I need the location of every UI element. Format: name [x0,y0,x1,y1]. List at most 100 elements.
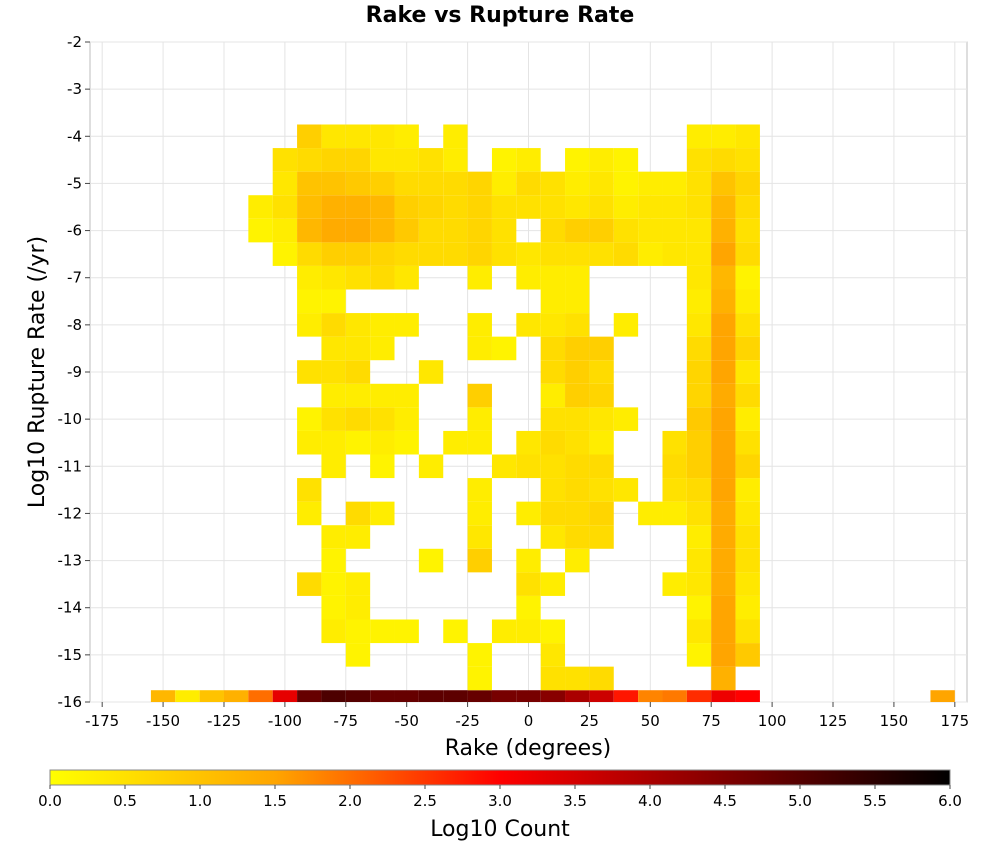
heatmap-cell [443,242,468,266]
heatmap-cell [516,265,541,290]
heatmap-cell [443,430,468,455]
heatmap-cell [686,548,712,573]
heatmap-cell [613,171,639,196]
heatmap-cell [686,195,712,219]
heatmap-cell [589,148,614,172]
heatmap-cell [686,218,712,243]
y-tick-label: -13 [58,552,83,570]
x-tick-label: 175 [940,712,969,730]
heatmap-cell [297,360,322,384]
heatmap-cell [686,360,712,384]
heatmap-cell [638,501,663,526]
heatmap-cell [565,548,590,573]
y-tick-label: -6 [67,222,82,240]
heatmap-cell [321,619,346,644]
heatmap-cell [297,171,322,196]
heatmap-cell [491,218,517,243]
heatmap-cell [686,595,712,620]
heatmap-cell [565,360,590,384]
heatmap-cell [686,525,712,549]
heatmap-cell [711,548,736,573]
heatmap-cell [662,478,687,502]
heatmap-cell [321,430,346,455]
heatmap-cell [321,242,346,266]
heatmap-cell [370,195,395,219]
heatmap-cell [735,548,760,573]
heatmap-cell [491,171,517,196]
heatmap-cell [370,454,395,479]
heatmap-cell [272,195,298,219]
heatmap-cell [686,148,712,172]
heatmap-cell [735,360,760,384]
heatmap-cell [370,218,395,243]
heatmap-cell [711,407,736,431]
heatmap-cell [370,407,395,431]
heatmap-cell [467,643,492,667]
heatmap-cell [638,242,663,266]
heatmap-cell [735,289,760,314]
heatmap-cell [321,383,346,408]
heatmap-cell [589,383,614,408]
heatmap-cell [662,242,687,266]
heatmap-cell [589,360,614,384]
heatmap-cell [418,171,444,196]
heatmap-cell [565,501,590,526]
heatmap-cell [345,242,371,266]
y-tick-label: -2 [67,33,82,51]
heatmap-cell [735,124,760,149]
heatmap-cell [711,218,736,243]
x-tick-label: -175 [85,712,119,730]
heatmap-cell [613,195,639,219]
heatmap-cell [589,525,614,549]
heatmap-cell [735,383,760,408]
colorbar-tick-label: 5.0 [788,792,812,810]
heatmap-cell [321,690,346,702]
heatmap-cell [540,572,566,596]
heatmap-cell [540,265,566,290]
x-tick-label: 50 [641,712,660,730]
heatmap-cell [589,454,614,479]
heatmap-cell [297,690,322,702]
heatmap-cell [370,171,395,196]
heatmap-cell [370,242,395,266]
x-tick-label: 100 [758,712,787,730]
heatmap-cell [370,501,395,526]
heatmap-cell [223,690,249,702]
heatmap-cell [565,454,590,479]
heatmap-cell [540,313,566,337]
heatmap-cell [589,171,614,196]
heatmap-cell [345,572,371,596]
y-tick-label: -5 [67,174,82,192]
heatmap-cell [370,148,395,172]
colorbar-tick-label: 6.0 [938,792,962,810]
heatmap-cell [297,289,322,314]
heatmap-cell [735,454,760,479]
heatmap-cell [638,218,663,243]
heatmap-cell [735,313,760,337]
heatmap-cell [297,572,322,596]
heatmap-cell [711,242,736,266]
heatmap-cell [540,195,566,219]
heatmap-cell [394,430,419,455]
heatmap-cell [711,643,736,667]
heatmap-cell [491,454,517,479]
heatmap-cell [540,619,566,644]
heatmap-cell [686,501,712,526]
colorbar-tick-label: 3.0 [488,792,512,810]
heatmap-cell [735,218,760,243]
heatmap-cell [491,242,517,266]
x-tick-label: 125 [819,712,848,730]
heatmap-cell [589,336,614,361]
heatmap-cell [565,666,590,691]
heatmap-cell [516,501,541,526]
heatmap-cell [491,195,517,219]
heatmap-cell [589,690,614,702]
heatmap-cell [613,218,639,243]
heatmap-cell [686,619,712,644]
heatmap-cell [735,572,760,596]
heatmap-cell [370,619,395,644]
heatmap-cell [686,289,712,314]
heatmap-cell [613,690,639,702]
heatmap-cell [735,407,760,431]
